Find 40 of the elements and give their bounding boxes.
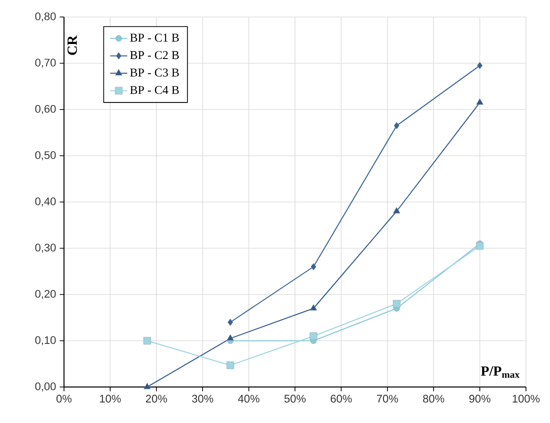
x-tick-label: 40% xyxy=(238,394,260,403)
legend-label: BP - C1 B xyxy=(130,34,179,42)
point xyxy=(477,62,483,70)
legend-label: BP - C4 B xyxy=(130,86,179,94)
point xyxy=(476,98,484,105)
y-tick-label: 0,70 xyxy=(35,58,56,68)
x-axis-title: P/P$_{max}$ xyxy=(480,366,520,378)
x-tick-label: 20% xyxy=(146,394,168,403)
x-tick-label: 60% xyxy=(330,394,352,403)
y-axis-title: CR xyxy=(68,35,77,55)
point xyxy=(226,362,234,369)
point xyxy=(143,336,151,344)
point xyxy=(226,334,234,341)
x-tick-label: 100% xyxy=(512,394,540,403)
point xyxy=(393,207,400,214)
legend-label: BP - C2 B xyxy=(130,51,179,60)
x-tick-label: 80% xyxy=(423,394,444,403)
x-tick-label: 10% xyxy=(100,394,121,403)
y-tick-label: 0,40 xyxy=(35,197,56,207)
point xyxy=(310,332,318,340)
x-tick-label: 50% xyxy=(284,394,306,403)
x-tick-label: 30% xyxy=(192,394,214,403)
point xyxy=(228,318,234,326)
point xyxy=(310,263,316,270)
y-tick-label: 0,10 xyxy=(35,336,56,346)
y-tick-label: 0,80 xyxy=(35,12,56,22)
y-tick-label: 0,60 xyxy=(35,104,56,114)
legend-label: BP - C3 B xyxy=(130,68,179,77)
x-tick-label: 70% xyxy=(376,394,398,403)
point xyxy=(144,382,151,390)
point xyxy=(476,242,484,250)
point xyxy=(310,304,318,311)
x-tick-label: 0% xyxy=(56,394,72,403)
y-tick-label: 0,30 xyxy=(35,244,56,253)
point xyxy=(394,122,400,130)
point xyxy=(392,300,400,308)
y-tick-label: 0,50 xyxy=(35,151,56,160)
x-tick-label: 90% xyxy=(469,394,490,403)
y-tick-label: 0,00 xyxy=(35,382,56,392)
y-tick-label: 0,20 xyxy=(35,290,56,300)
